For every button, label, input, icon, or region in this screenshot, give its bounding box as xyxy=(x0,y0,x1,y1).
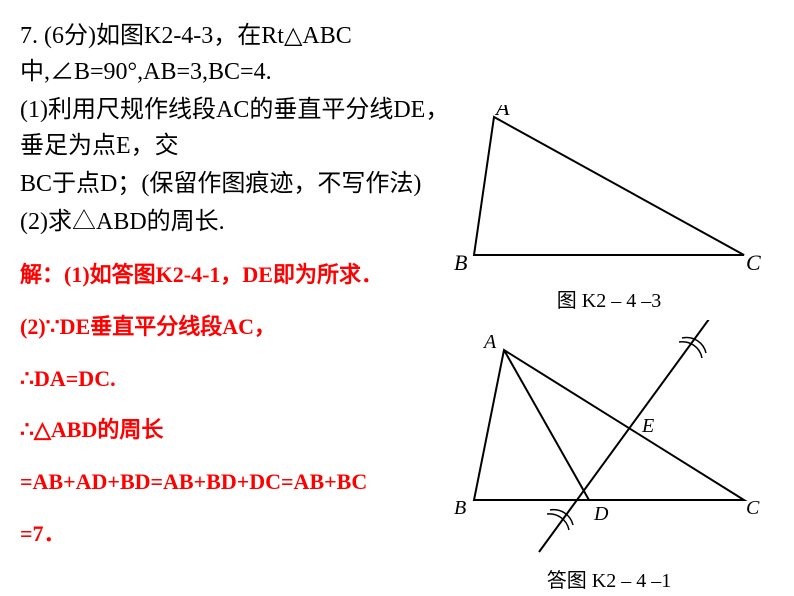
problem-line-3: BC于点D；(保留作图痕迹，不写作法) xyxy=(20,166,470,202)
solution-statement: 解：(1)如答图K2-4-1，DE即为所求． (2)∵DE垂直平分线段AC， ∴… xyxy=(20,254,470,555)
solution-line-2: (2)∵DE垂直平分线段AC， xyxy=(20,306,470,348)
bisector-line xyxy=(539,320,712,552)
problem-statement: 7. (6分)如图K2-4-3，在Rt△ABC中,∠B=90°,AB=3,BC=… xyxy=(20,18,470,240)
triangle-abc-2 xyxy=(474,350,744,500)
solution-line-5: =AB+AD+BD=AB+BD+DC=AB+BC xyxy=(20,461,470,503)
problem-line-2: (1)利用尺规作线段AC的垂直平分线DE，垂足为点E，交 xyxy=(20,92,470,164)
label-e: E xyxy=(641,415,654,437)
label-c-2: C xyxy=(746,497,760,519)
figure-1-caption: 图 K2 – 4 –3 xyxy=(454,284,764,313)
label-a-2: A xyxy=(482,331,497,353)
figure-2-caption: 答图 K2 – 4 –1 xyxy=(454,564,764,593)
solution-line-6: =7． xyxy=(20,513,470,555)
label-b-2: B xyxy=(454,497,466,519)
solution-line-3: ∴DA=DC. xyxy=(20,358,470,400)
figure-1-svg: A B C xyxy=(454,105,764,275)
label-d: D xyxy=(593,503,609,525)
label-c: C xyxy=(746,250,761,275)
segment-ad xyxy=(504,350,589,500)
figure-2-svg: A B C D E xyxy=(454,320,764,555)
label-b: B xyxy=(454,250,467,275)
label-a: A xyxy=(494,105,510,120)
figure-2-container: A B C D E 答图 K2 – 4 –1 xyxy=(454,320,764,580)
problem-line-1: 7. (6分)如图K2-4-3，在Rt△ABC中,∠B=90°,AB=3,BC=… xyxy=(20,18,470,90)
solution-line-4: ∴△ABD的周长 xyxy=(20,409,470,451)
figure-1-container: A B C 图 K2 – 4 –3 xyxy=(454,105,764,300)
problem-line-4: (2)求△ABD的周长. xyxy=(20,204,470,240)
triangle-abc xyxy=(474,117,744,255)
solution-line-1: 解：(1)如答图K2-4-1，DE即为所求． xyxy=(20,254,470,296)
